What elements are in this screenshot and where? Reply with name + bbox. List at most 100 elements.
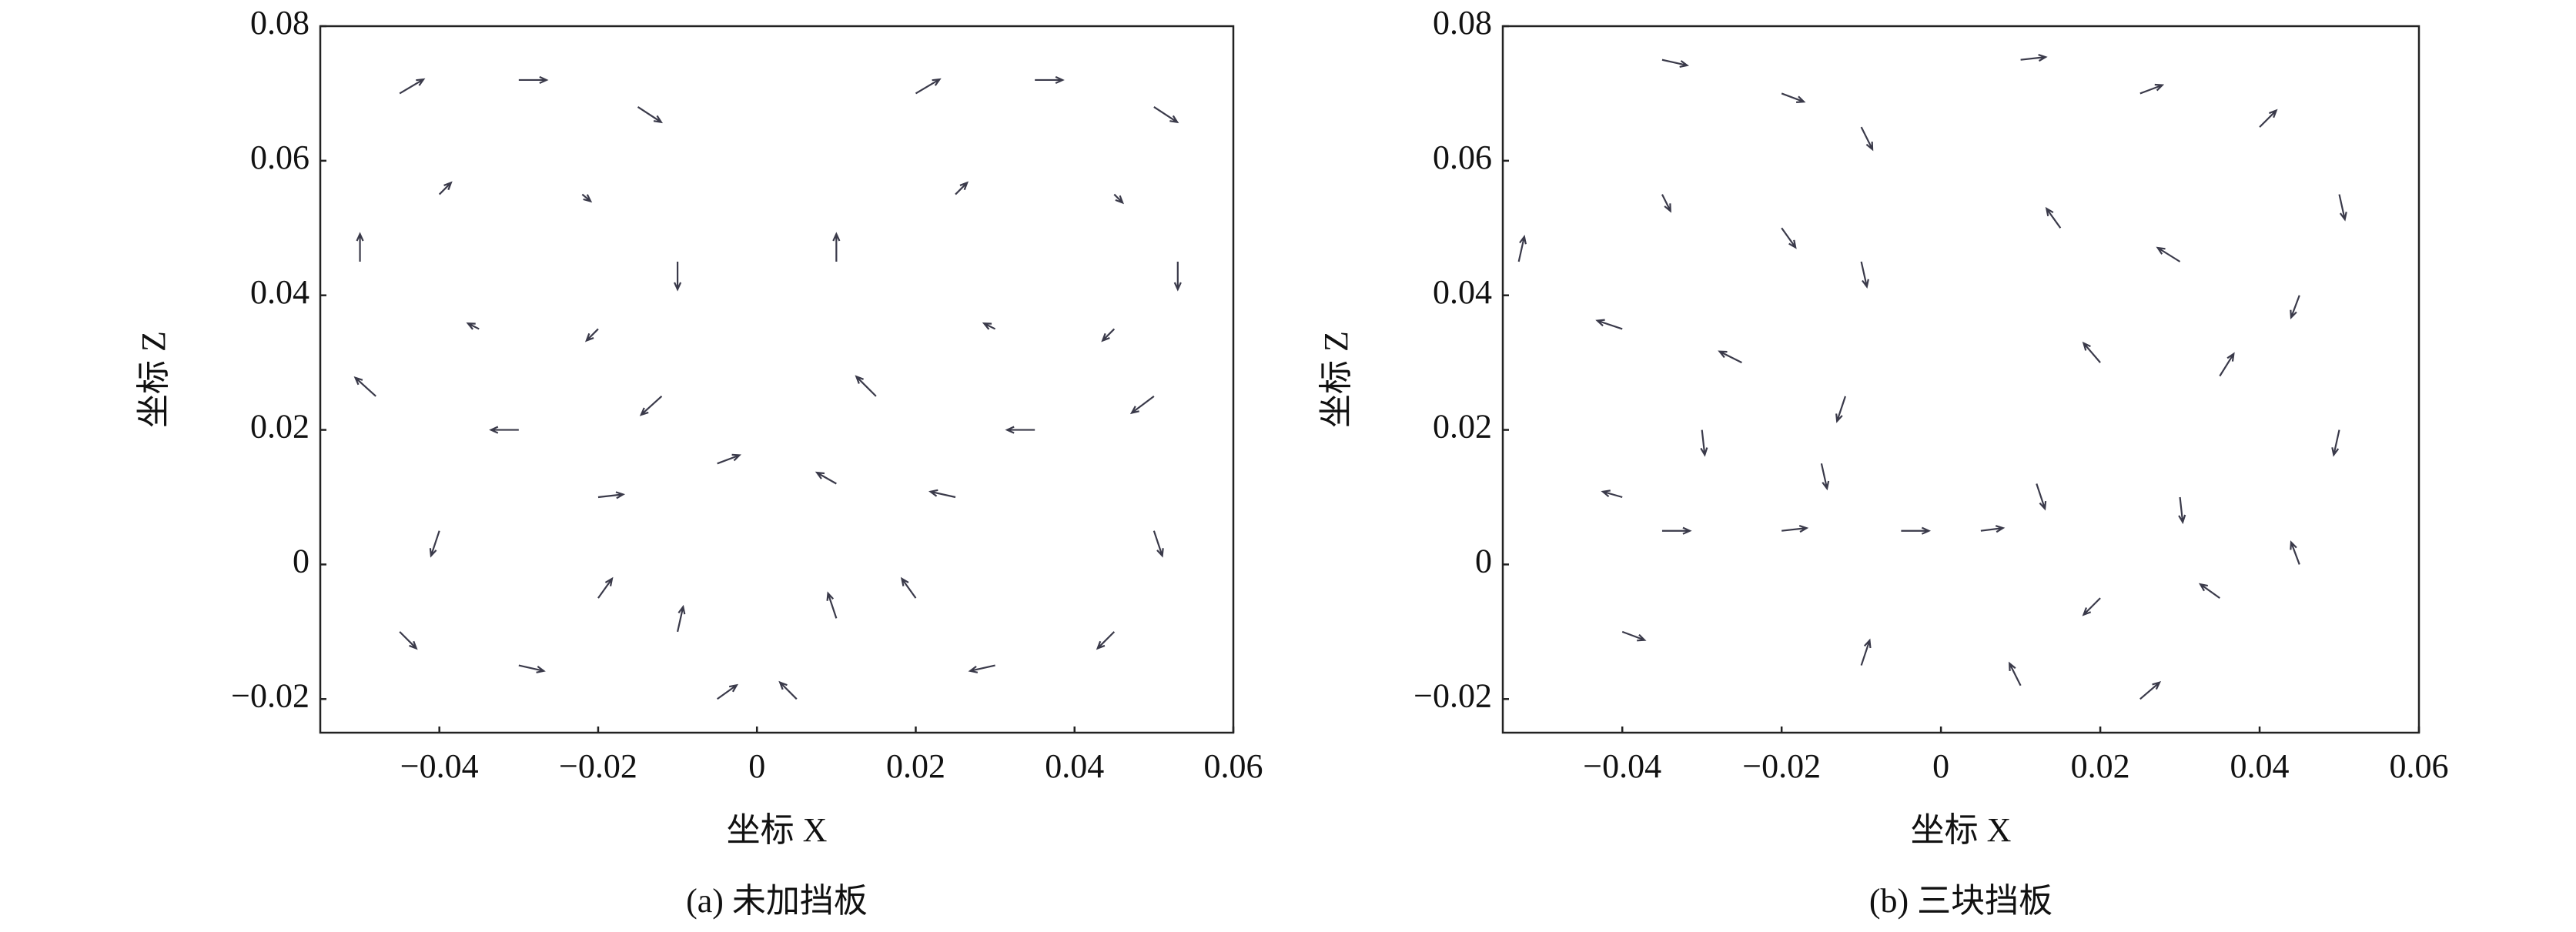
vector-arrow (2178, 496, 2186, 525)
vector-arrow (597, 576, 614, 599)
x-tick-label: −0.02 (1742, 747, 1821, 785)
vector-arrow (2082, 341, 2101, 363)
x-tick-label: 0.06 (2390, 747, 2449, 785)
vector-arrow (674, 262, 682, 292)
vector-arrow (438, 181, 453, 195)
vector-arrow (353, 376, 376, 397)
y-tick-label: 0.02 (1433, 408, 1492, 446)
vector-arrow (1129, 395, 1155, 415)
vector-arrow (1113, 193, 1124, 205)
vector-arrow (1860, 261, 1869, 289)
vector-arrow (2139, 83, 2165, 95)
vector-arrow (1901, 526, 1932, 535)
vector-arrow (1621, 630, 1647, 642)
vector-arrow (466, 322, 480, 330)
vector-arrow (1005, 426, 1035, 434)
vector-arrow (928, 489, 956, 499)
vector-arrow (581, 193, 593, 203)
vector-arrow (1035, 75, 1065, 84)
vector-arrow (915, 78, 942, 95)
x-tick-label: 0.02 (2071, 747, 2130, 785)
x-tick-label: 0 (748, 747, 765, 785)
vector-arrow (399, 78, 426, 95)
vector-arrow (677, 604, 686, 633)
vector-arrow (2219, 352, 2235, 377)
vector-arrow (968, 664, 995, 673)
vector-arrow (1860, 126, 1874, 152)
vector-arrow (518, 664, 546, 673)
vector-arrow (489, 426, 519, 434)
vector-arrow (2338, 194, 2347, 222)
x-tick-label: 0.06 (1204, 747, 1263, 785)
y-tick-label: 0 (293, 543, 309, 580)
vector-arrow (2198, 583, 2220, 600)
vector-arrow (1980, 525, 2006, 533)
y-tick-label: 0.04 (1433, 273, 1492, 311)
vector-arrow (1601, 489, 1623, 499)
vector-arrow (1781, 92, 1806, 103)
y-tick-label: 0 (1475, 543, 1492, 580)
vector-arrow (429, 530, 440, 558)
vector-arrow (637, 105, 664, 124)
vector-arrow (1153, 105, 1179, 124)
vector-arrow (518, 75, 549, 84)
vector-arrow (778, 680, 798, 700)
vector-arrow (1718, 350, 1742, 364)
vector-arrow (2082, 597, 2101, 616)
caption: (a) 未加挡板 (686, 882, 868, 920)
vector-arrow (584, 328, 599, 342)
vector-arrow (1096, 631, 1116, 650)
vector-arrow (2139, 680, 2162, 700)
vector-arrow (639, 396, 663, 416)
vector-arrow (1517, 234, 1527, 262)
y-tick-label: −0.02 (1413, 676, 1492, 714)
vector-arrow (955, 181, 969, 195)
vector-arrow (826, 591, 838, 619)
vector-arrow (717, 453, 741, 465)
vector-arrow (1153, 530, 1164, 558)
vector-arrow (982, 322, 996, 330)
y-tick-label: 0.04 (250, 273, 309, 311)
vector-arrow (900, 576, 917, 599)
vector-arrow (1661, 58, 1689, 68)
vector-arrow (1173, 262, 1182, 292)
vector-arrow (2156, 246, 2181, 262)
x-tick-label: 0.02 (886, 747, 945, 785)
y-tick-label: 0.08 (250, 4, 309, 42)
vector-arrow (1781, 227, 1797, 249)
vector-arrow (1835, 396, 1847, 423)
x-tick-label: −0.02 (559, 747, 637, 785)
vector-arrow (832, 232, 841, 262)
vector-arrow (1661, 194, 1671, 213)
vector-arrow (597, 491, 626, 499)
x-tick-label: −0.04 (1583, 747, 1661, 785)
caption: (b) 三块挡板 (1869, 882, 2052, 920)
vector-arrow (2045, 206, 2062, 229)
vector-arrow (1661, 526, 1692, 535)
vector-arrow (717, 683, 739, 700)
y-axis-label: 坐标 Z (1317, 331, 1355, 428)
y-tick-label: −0.02 (231, 676, 309, 714)
vector-arrow (2036, 483, 2047, 511)
vector-arrow (2020, 54, 2048, 62)
vector-arrow (1820, 463, 1830, 491)
y-axis-label: 坐标 Z (135, 331, 172, 428)
x-tick-label: 0 (1932, 747, 1949, 785)
vector-arrow (815, 471, 837, 485)
vector-arrow (356, 232, 364, 262)
vector-arrow (1101, 328, 1116, 342)
vector-arrow (399, 631, 418, 650)
vector-arrow (2290, 295, 2300, 320)
x-axis-label: 坐标 X (727, 811, 828, 849)
y-tick-label: 0.06 (1433, 139, 1492, 176)
vector-arrow (2331, 429, 2340, 457)
plot-frame (319, 25, 1235, 734)
vector-arrow (2009, 661, 2022, 686)
y-tick-label: 0.08 (1433, 4, 1492, 42)
y-tick-label: 0.06 (250, 139, 309, 176)
y-tick-label: 0.02 (250, 408, 309, 446)
vector-arrow (2259, 109, 2278, 128)
x-tick-label: 0.04 (1045, 747, 1104, 785)
vector-arrow (1781, 525, 1809, 533)
